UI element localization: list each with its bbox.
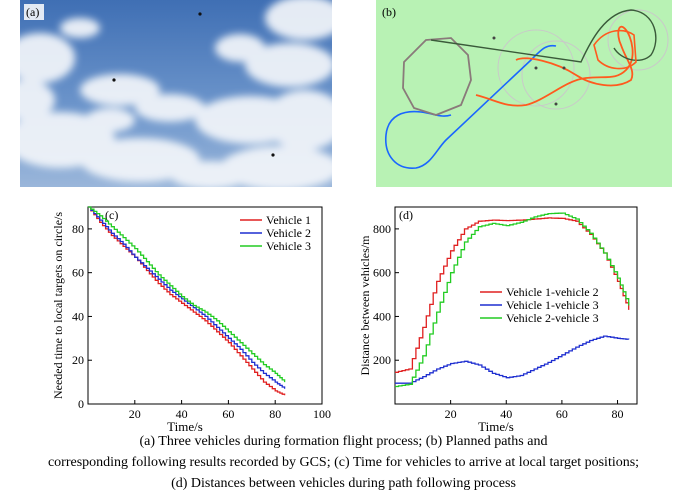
vehicle-path-dark-green [430,9,657,63]
y-tick-label: 800 [373,222,391,236]
legend-label: Vehicle 1-vehicle 3 [506,298,599,312]
vehicle-path-orange [475,25,634,107]
panel-c-chart: (c) 20 40 60 80 100 0 20 40 60 80 Time/s Needed tim… [40,197,340,434]
legend-label: Vehicle 2-vehicle 3 [506,311,599,325]
panel-label: (c) [105,208,118,222]
y-tick-label: 60 [72,266,84,280]
x-tick-label: 60 [222,407,234,421]
markers [492,36,566,106]
x-tick-label: 40 [500,407,512,421]
x-tick-label: 20 [445,407,457,421]
y-axis-label: Distance between vehicles/m [358,235,372,376]
x-axis-label: Time/s [478,419,514,432]
legend-label: Vehicle 1-vehicle 2 [506,285,599,299]
x-tick-label: 80 [269,407,281,421]
vehicle-dot [271,153,275,157]
vehicle-dot [112,78,116,82]
plot-frame [87,206,323,405]
series-line-3 [88,206,286,383]
chart-c: (c) 20 40 60 80 100 0 20 40 60 80 Time/s Needed tim… [51,206,331,434]
y-tick-label: 200 [373,353,391,367]
sky-photo: (a) [0,0,345,190]
x-axis-label: Time/s [167,419,203,432]
y-tick-label: 20 [72,353,84,367]
gcs-background [376,0,672,187]
plot-frame [394,206,638,405]
y-tick-label: 400 [373,309,391,323]
y-tick-label: 0 [78,397,84,411]
legend-label: Vehicle 3 [266,239,311,253]
gcs-map: (b) [376,0,672,187]
legend-label: Vehicle 2 [266,226,311,240]
panel-d-chart: (d) 20 40 60 80 200 400 600 800 Time/s Distance b… [355,197,655,434]
y-tick-label: 40 [72,309,84,323]
panel-a-sky-photo: (a) [0,0,345,190]
vehicle-dot [198,12,202,16]
vehicle-path-orange-loop [593,29,637,70]
clouds [0,0,345,190]
panel-label: (a) [26,5,39,19]
y-axis-label: Needed time to local targets on circle/s [51,212,65,399]
legend-label: Vehicle 1 [266,213,311,227]
caption-line-2: corresponding following results recorded… [47,455,640,470]
panel-label: (d) [399,208,413,222]
planned-circles [497,9,669,110]
y-tick-label: 600 [373,266,391,280]
panel-label: (b) [382,5,396,19]
series-line-2 [395,335,630,384]
x-tick-label: 40 [176,407,188,421]
x-tick-label: 60 [556,407,568,421]
x-tick-label: 80 [612,407,624,421]
series-line-2 [88,206,286,389]
panel-b-gcs-paths: (b) [376,0,672,187]
chart-d: (d) 20 40 60 80 200 400 600 800 Time/s Distance b… [358,206,638,434]
x-tick-label: 100 [313,407,331,421]
vehicle-path-gray [402,37,472,116]
series-line-3 [395,212,630,388]
caption-line-3: (d) Distances between vehicles during pa… [171,476,516,491]
series-line-1 [88,206,286,396]
caption-line-1: (a) Three vehicles during formation flig… [139,434,548,449]
x-tick-label: 20 [129,407,141,421]
y-tick-label: 80 [72,222,84,236]
